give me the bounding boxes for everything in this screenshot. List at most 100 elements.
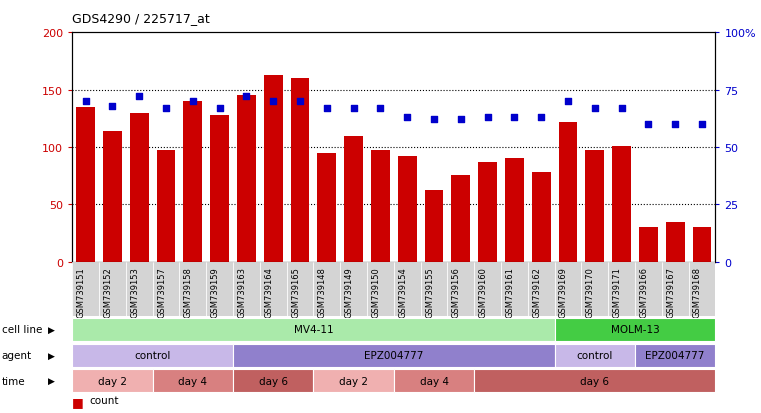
Text: ▶: ▶ [48,351,55,360]
Point [240,94,253,100]
Text: GDS4290 / 225717_at: GDS4290 / 225717_at [72,12,210,25]
Text: time: time [2,376,25,386]
Text: GSM739171: GSM739171 [613,266,622,317]
Bar [474,369,715,392]
Bar [635,344,715,367]
Bar [608,262,635,316]
Bar [585,151,604,262]
Bar [689,262,715,316]
Bar [447,262,474,316]
Point [669,121,681,128]
Bar [501,262,528,316]
Text: GSM739149: GSM739149 [345,266,354,317]
Bar [555,318,715,341]
Bar [317,153,336,262]
Bar [314,262,340,316]
Bar [260,262,287,316]
Point [535,114,547,121]
Text: day 2: day 2 [339,376,368,386]
Text: EPZ004777: EPZ004777 [645,350,705,360]
Point [133,94,145,100]
Bar [291,79,310,262]
Point [214,105,226,112]
Bar [635,262,662,316]
Bar [206,262,233,316]
Bar [76,107,95,262]
Text: MOLM-13: MOLM-13 [610,325,659,335]
Bar [340,262,367,316]
Text: GSM739150: GSM739150 [371,266,380,317]
Text: day 2: day 2 [98,376,127,386]
Text: GSM739167: GSM739167 [666,266,675,318]
Text: control: control [135,350,171,360]
Text: GSM739159: GSM739159 [211,266,220,317]
Point [294,99,306,105]
Bar [344,136,363,262]
Point [401,114,413,121]
Point [160,105,172,112]
Bar [72,369,153,392]
Text: GSM739158: GSM739158 [184,266,193,317]
Point [642,121,654,128]
Text: GSM739169: GSM739169 [559,266,568,317]
Text: GSM739152: GSM739152 [103,266,113,317]
Bar [662,262,689,316]
Bar [72,262,99,316]
Text: GSM739168: GSM739168 [693,266,702,318]
Bar [237,96,256,262]
Bar [693,228,712,262]
Bar [559,122,578,262]
Bar [314,369,394,392]
Text: GSM739164: GSM739164 [264,266,273,317]
Text: GSM739165: GSM739165 [291,266,300,317]
Text: GSM739155: GSM739155 [425,266,434,317]
Bar [72,344,233,367]
Bar [126,262,153,316]
Bar [103,132,122,262]
Text: ▶: ▶ [48,325,55,334]
Text: ▶: ▶ [48,376,55,385]
Text: day 6: day 6 [581,376,610,386]
Text: GSM739160: GSM739160 [479,266,488,317]
Bar [394,369,474,392]
Text: day 4: day 4 [178,376,207,386]
Bar [421,262,447,316]
Point [186,99,199,105]
Bar [639,228,658,262]
Bar [425,190,444,262]
Bar [180,262,206,316]
Text: EPZ004777: EPZ004777 [364,350,424,360]
Point [267,99,279,105]
Point [374,105,387,112]
Text: GSM739156: GSM739156 [452,266,461,317]
Bar [153,369,233,392]
Bar [99,262,126,316]
Bar [367,262,394,316]
Bar [394,262,421,316]
Text: cell line: cell line [2,325,42,335]
Point [562,99,574,105]
Text: GSM739162: GSM739162 [532,266,541,317]
Bar [505,159,524,262]
Point [589,105,601,112]
Point [482,114,494,121]
Text: GSM739157: GSM739157 [157,266,166,317]
Bar [153,262,180,316]
Point [696,121,708,128]
Text: control: control [577,350,613,360]
Point [80,99,92,105]
Text: day 6: day 6 [259,376,288,386]
Text: count: count [89,395,119,405]
Bar [474,262,501,316]
Bar [398,157,416,262]
Point [616,105,628,112]
Bar [233,262,260,316]
Text: GSM739151: GSM739151 [77,266,86,317]
Text: day 4: day 4 [419,376,448,386]
Text: ■: ■ [72,395,84,408]
Point [455,117,467,123]
Bar [72,318,555,341]
Bar [478,163,497,262]
Bar [612,147,631,262]
Text: GSM739170: GSM739170 [586,266,595,317]
